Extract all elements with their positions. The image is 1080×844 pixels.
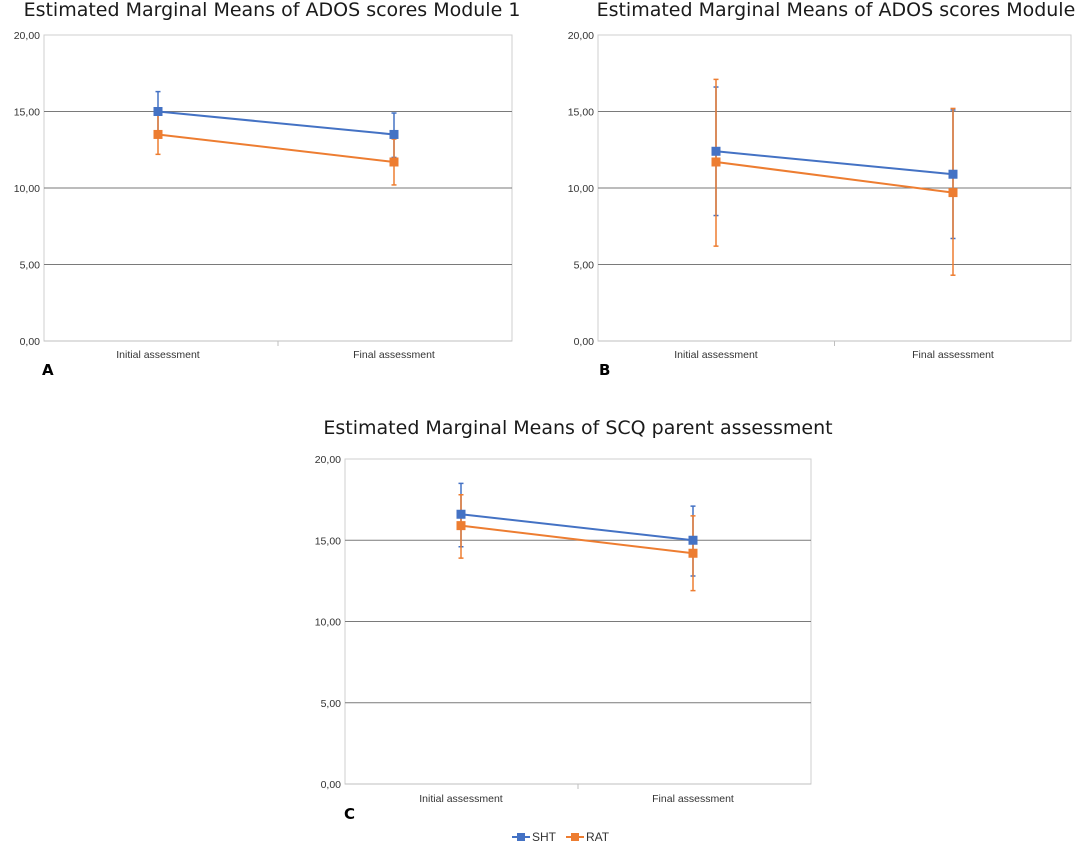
series-line-rat	[715, 160, 954, 194]
series-line-sht	[715, 150, 954, 176]
data-point-sht	[389, 129, 399, 139]
y-tick-label: 5,00	[20, 260, 41, 272]
data-point-sht	[711, 146, 721, 156]
data-point-rat	[389, 157, 399, 167]
data-point-rat	[153, 129, 163, 139]
y-tick-label: 5,00	[574, 260, 595, 272]
x-tick-label: Initial assessment	[116, 349, 200, 361]
data-point-sht	[456, 509, 466, 519]
y-tick-label: 20,00	[568, 30, 594, 42]
legend-marker-sht	[517, 833, 525, 841]
x-tick-label: Initial assessment	[674, 349, 758, 361]
x-tick-label: Initial assessment	[419, 793, 503, 805]
data-point-sht	[948, 169, 958, 179]
y-tick-label: 5,00	[321, 698, 342, 710]
data-point-rat	[688, 548, 698, 558]
data-point-sht	[688, 535, 698, 545]
chart-panel-b: Estimated Marginal Means of ADOS scores …	[568, 0, 1080, 379]
x-tick-label: Final assessment	[353, 349, 435, 361]
y-tick-label: 10,00	[315, 617, 341, 629]
y-tick-label: 20,00	[315, 454, 341, 466]
data-point-sht	[153, 107, 163, 116]
legend: SHT RAT	[512, 830, 610, 844]
y-tick-label: 15,00	[315, 535, 341, 547]
panel-label: A	[42, 361, 54, 379]
series-line-sht	[460, 513, 694, 542]
y-tick-label: 20,00	[14, 30, 40, 42]
data-point-rat	[711, 157, 721, 167]
y-tick-label: 10,00	[14, 183, 40, 195]
data-point-rat	[948, 188, 958, 198]
data-point-rat	[456, 521, 466, 531]
y-tick-label: 0,00	[20, 336, 41, 348]
y-tick-label: 0,00	[574, 336, 595, 348]
x-tick-label: Final assessment	[912, 349, 994, 361]
x-tick-label: Final assessment	[652, 793, 734, 805]
legend-marker-rat	[571, 833, 579, 841]
legend-label: RAT	[586, 830, 610, 844]
y-tick-label: 0,00	[321, 779, 342, 791]
legend-label: SHT	[532, 830, 557, 844]
y-tick-label: 15,00	[568, 107, 594, 119]
series-line-sht	[157, 110, 395, 136]
panel-label: B	[599, 361, 610, 379]
chart-title: Estimated Marginal Means of ADOS scores …	[24, 0, 521, 21]
series-line-rat	[157, 133, 395, 163]
chart-panel-a: Estimated Marginal Means of ADOS scores …	[14, 0, 521, 379]
chart-panel-c: Estimated Marginal Means of SCQ parent a…	[315, 417, 833, 823]
y-tick-label: 10,00	[568, 183, 594, 195]
y-tick-label: 15,00	[14, 107, 40, 119]
chart-title: Estimated Marginal Means of SCQ parent a…	[323, 417, 832, 439]
series-line-rat	[460, 524, 694, 555]
chart-title: Estimated Marginal Means of ADOS scores …	[597, 0, 1080, 21]
panel-label: C	[344, 805, 355, 823]
